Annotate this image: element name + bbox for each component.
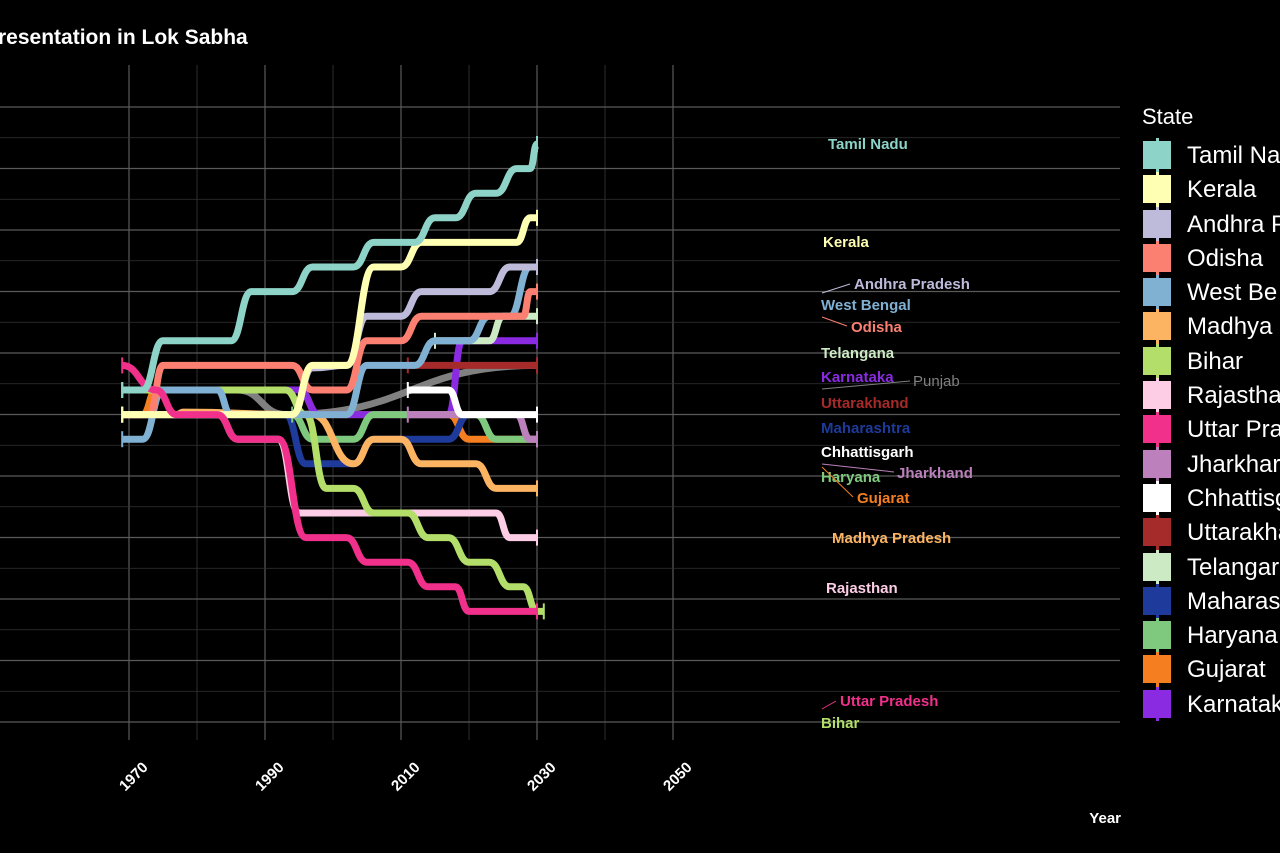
legend-label: Maharas: [1187, 587, 1280, 615]
grid: [0, 65, 1120, 740]
legend-swatch: [1143, 175, 1171, 204]
series-lines: [121, 136, 545, 620]
legend-swatch: [1143, 449, 1171, 478]
legend-item-uttar-pradesh: Uttar Pra: [1141, 412, 1280, 447]
legend-item-odisha: Odisha: [1141, 240, 1280, 276]
legend-swatch: [1143, 621, 1171, 650]
legend-label: Karnatak: [1187, 690, 1280, 718]
legend-item-rajasthan: Rajastha: [1141, 378, 1280, 413]
end-label-chhattisgarh: Chhattisgarh: [821, 444, 914, 461]
x-tick-label-2030: 2030: [524, 759, 560, 795]
end-label-madhya-pradesh: Madhya Pradesh: [832, 530, 951, 547]
line-chart: Tamil Nadu Kerala Andhra Pradesh Odisha West…: [0, 65, 1121, 827]
legend-swatch: [1143, 381, 1171, 410]
series-line-madhya-pradesh: [122, 408, 537, 492]
legend-item-karnataka: Karnatak: [1141, 686, 1280, 722]
legend-swatch: [1143, 243, 1171, 272]
legend-label: Gujarat: [1187, 656, 1266, 684]
series-line-uttar-pradesh: [121, 361, 537, 615]
end-label-gujarat: Gujarat: [857, 490, 910, 507]
legend-label: Kerala: [1187, 176, 1257, 204]
x-tick-label-2010: 2010: [388, 759, 424, 795]
series-line-kerala: [122, 214, 537, 419]
legend-swatch: [1143, 415, 1171, 444]
legend-label: Madhya: [1187, 313, 1273, 341]
end-label-uttar-pradesh: Uttar Pradesh: [840, 693, 938, 710]
end-label-rajasthan: Rajasthan: [826, 580, 898, 597]
x-tick-labels: 1970 1990 2010 2030 2050: [116, 759, 696, 795]
end-label-tamil-nadu: Tamil Nadu: [828, 136, 908, 153]
legend-swatch: [1143, 346, 1171, 375]
x-tick-label-2050: 2050: [660, 759, 696, 795]
end-labels: Tamil Nadu Kerala Andhra Pradesh Odisha West…: [821, 136, 973, 732]
end-label-leader: [821, 700, 837, 710]
legend-label: West Be: [1187, 279, 1278, 307]
legend-item-haryana: Haryana: [1141, 618, 1280, 653]
series-line-jharkhand: [407, 411, 537, 443]
legend-item-gujarat: Gujarat: [1141, 652, 1280, 687]
legend-swatch: [1143, 278, 1171, 307]
legend-swatch: [1143, 655, 1171, 684]
end-label-telangana: Telangana: [821, 345, 895, 362]
end-label-karnataka: Karnataka: [821, 369, 894, 386]
legend-item-kerala: Kerala: [1141, 172, 1280, 207]
end-label-leader: [821, 316, 848, 327]
end-label-bihar: Bihar: [821, 715, 860, 732]
legend-swatch: [1143, 586, 1171, 615]
legend-label: Uttarakha: [1187, 519, 1280, 547]
legend-label: Jharkhar: [1187, 450, 1280, 478]
legend-label: Andhra P: [1187, 210, 1280, 238]
end-label-maharashtra: Maharashtra: [821, 420, 911, 437]
legend-swatch: [1143, 518, 1171, 547]
series-line-tamil-nadu: [122, 140, 541, 394]
legend-swatch: [1143, 552, 1171, 581]
end-label-odisha: Odisha: [851, 319, 903, 336]
series-line-odisha: [122, 288, 537, 419]
legend-item-jharkhand: Jharkhar: [1141, 446, 1280, 481]
end-label-leader: [821, 463, 895, 473]
legend-swatch: [1143, 209, 1171, 238]
legend-item-chhattisgarh: Chhattisg: [1141, 480, 1280, 516]
legend-item-telangana: Telangar: [1141, 549, 1280, 584]
x-tick-label-1990: 1990: [252, 759, 288, 795]
legend-swatch: [1143, 312, 1171, 341]
legend-swatch: [1143, 141, 1171, 169]
series-line-karnataka: [122, 337, 537, 419]
legend-label: Odisha: [1187, 244, 1264, 272]
legend-label: Uttar Pra: [1187, 416, 1280, 444]
legend-item-bihar: Bihar: [1141, 343, 1280, 379]
legend-label: Tamil Na: [1187, 142, 1280, 169]
end-label-andhra-pradesh: Andhra Pradesh: [854, 276, 970, 293]
end-label-jharkhand: Jharkhand: [897, 465, 973, 482]
end-label-uttarakhand: Uttarakhand: [821, 395, 909, 412]
legend: State Tamil Na Kerala Andhra P Odisha West B…: [1141, 104, 1280, 722]
end-label-haryana: Haryana: [821, 469, 881, 486]
legend-items: Tamil Na Kerala Andhra P Odisha West Be Madhy…: [1141, 138, 1280, 722]
x-tick-label-1970: 1970: [116, 759, 152, 795]
legend-label: Bihar: [1187, 347, 1244, 375]
end-label-west-bengal: West Bengal: [821, 297, 911, 314]
legend-item-maharashtra: Maharas: [1141, 583, 1280, 619]
legend-label: Chhattisg: [1187, 484, 1280, 512]
legend-item-andhra-pradesh: Andhra P: [1141, 206, 1280, 241]
end-label-leader: [821, 283, 851, 294]
legend-item-tamil-nadu: Tamil Na: [1141, 138, 1280, 173]
chart-title: resentation in Lok Sabha: [0, 26, 248, 49]
legend-label: Haryana: [1187, 622, 1278, 650]
series-line-haryana: [291, 411, 537, 443]
x-axis-label: Year: [1089, 810, 1121, 827]
legend-item-madhya-pradesh: Madhya: [1141, 309, 1280, 344]
legend-title: State: [1142, 104, 1194, 129]
legend-label: Telangar: [1187, 553, 1280, 581]
legend-item-uttarakhand: Uttarakha: [1141, 515, 1280, 550]
end-label-leader: [821, 380, 911, 390]
end-label-leader: [821, 466, 854, 498]
legend-item-west-bengal: West Be: [1141, 275, 1280, 310]
series-line-chhattisgarh: [407, 386, 537, 419]
end-label-punjab: Punjab: [913, 373, 960, 390]
legend-swatch: [1143, 689, 1171, 718]
end-label-kerala: Kerala: [823, 234, 870, 251]
legend-label: Rajastha: [1187, 382, 1280, 410]
legend-swatch: [1143, 483, 1171, 512]
